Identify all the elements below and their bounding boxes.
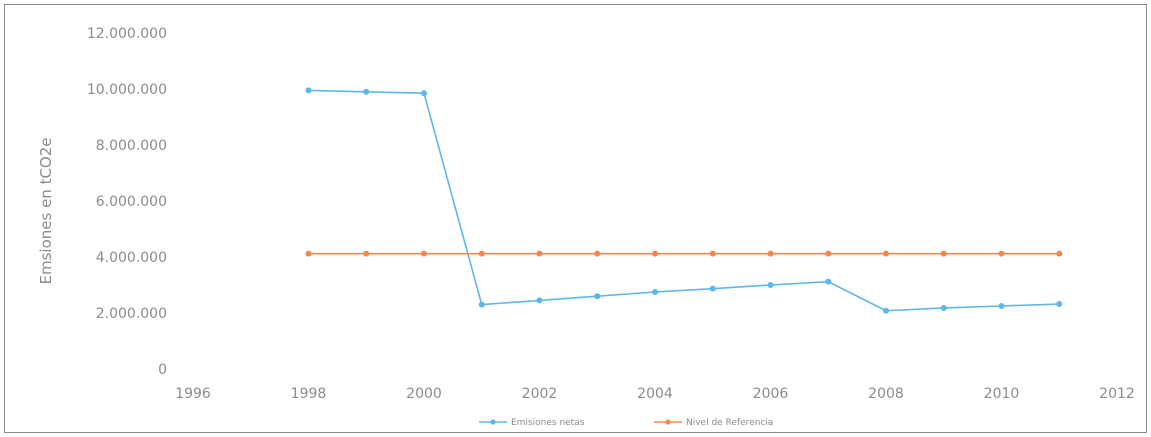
data-point (652, 289, 658, 295)
data-point (998, 303, 1005, 309)
x-tick-label: 2012 (1099, 386, 1135, 402)
x-tick-label: 2004 (637, 386, 673, 402)
x-axis-ticks: 1996 1998 2000 2002 2004 2006 2008 2010 2012 (175, 386, 1135, 402)
x-tick-label: 2010 (984, 386, 1020, 402)
data-point (305, 250, 312, 257)
data-point (767, 250, 774, 257)
data-point (305, 87, 312, 94)
data-point (536, 250, 543, 257)
data-point (363, 88, 370, 95)
data-point (363, 250, 370, 257)
y-tick-label: 4.000.000 (96, 250, 167, 266)
y-tick-label: 8.000.000 (96, 138, 167, 154)
data-point (940, 304, 947, 311)
data-point (478, 301, 485, 308)
y-tick-label: 2.000.000 (96, 306, 167, 322)
data-point (709, 285, 716, 292)
data-point (883, 250, 889, 257)
data-point (421, 90, 427, 97)
legend-item: Emisiones netas (479, 418, 585, 428)
y-axis-ticks: 0 2.000.000 4.000.000 6.000.000 8.000.000 10.… (87, 26, 167, 378)
x-tick-label: 2002 (522, 386, 558, 402)
y-tick-label: 6.000.000 (96, 194, 167, 210)
data-point (1056, 301, 1063, 308)
legend-item: Nivel de Referencia (654, 418, 773, 428)
x-tick-label: 2006 (753, 386, 789, 402)
legend-swatch-marker (665, 419, 671, 425)
data-point (594, 250, 601, 257)
x-tick-label: 2000 (406, 386, 442, 402)
chart-frame (4, 4, 1147, 433)
data-point (825, 278, 832, 285)
x-tick-label: 1996 (175, 386, 211, 402)
x-tick-label: 2008 (868, 386, 904, 402)
data-point (709, 250, 716, 257)
series-1 (305, 87, 1063, 314)
series-layer (305, 87, 1063, 314)
x-tick-label: 1998 (291, 386, 327, 402)
y-tick-label: 12.000.000 (87, 26, 167, 42)
data-point (883, 307, 889, 314)
legend: Emisiones netas Nivel de Referencia (479, 418, 773, 428)
data-point (652, 250, 658, 257)
y-axis-title: Emsiones en tCO2e (37, 137, 55, 284)
y-tick-label: 0 (158, 362, 167, 378)
legend-label: Nivel de Referencia (686, 418, 773, 428)
data-point (767, 282, 774, 288)
data-point (594, 293, 601, 300)
data-point (998, 250, 1005, 257)
series-2 (305, 250, 1063, 257)
data-point (1056, 250, 1063, 257)
data-point (825, 250, 832, 257)
y-tick-label: 10.000.000 (87, 82, 167, 98)
series-line (308, 89, 1060, 312)
data-point (421, 250, 427, 257)
data-point (536, 297, 543, 304)
legend-label: Emisiones netas (511, 418, 585, 428)
data-point (940, 250, 947, 257)
legend-swatch-marker (490, 419, 496, 425)
data-point (478, 250, 485, 257)
